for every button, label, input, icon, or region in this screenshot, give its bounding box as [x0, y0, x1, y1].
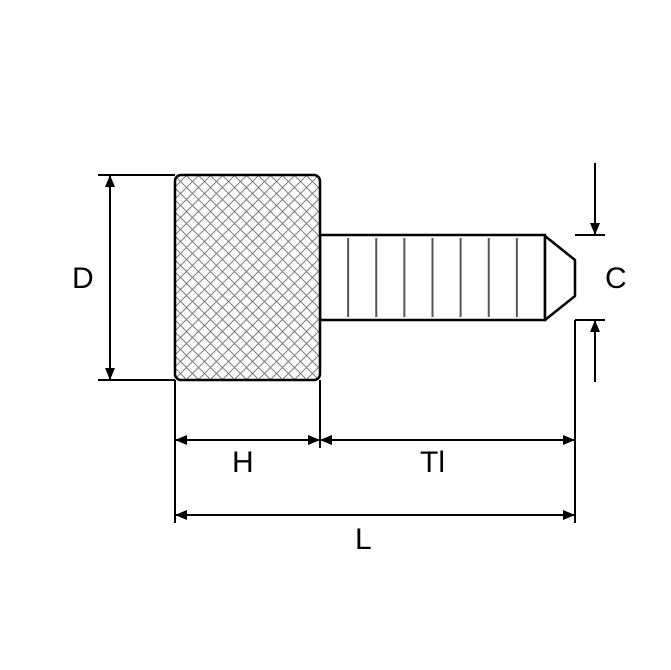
screw-tip — [545, 236, 575, 320]
dim-label-D: D — [72, 262, 94, 295]
dim-label-L: L — [355, 523, 372, 556]
dim-label-H: H — [232, 446, 254, 479]
dim-label-Tl: Tl — [420, 446, 445, 479]
dim-label-C: C — [605, 262, 627, 295]
screw-shank — [320, 235, 545, 320]
